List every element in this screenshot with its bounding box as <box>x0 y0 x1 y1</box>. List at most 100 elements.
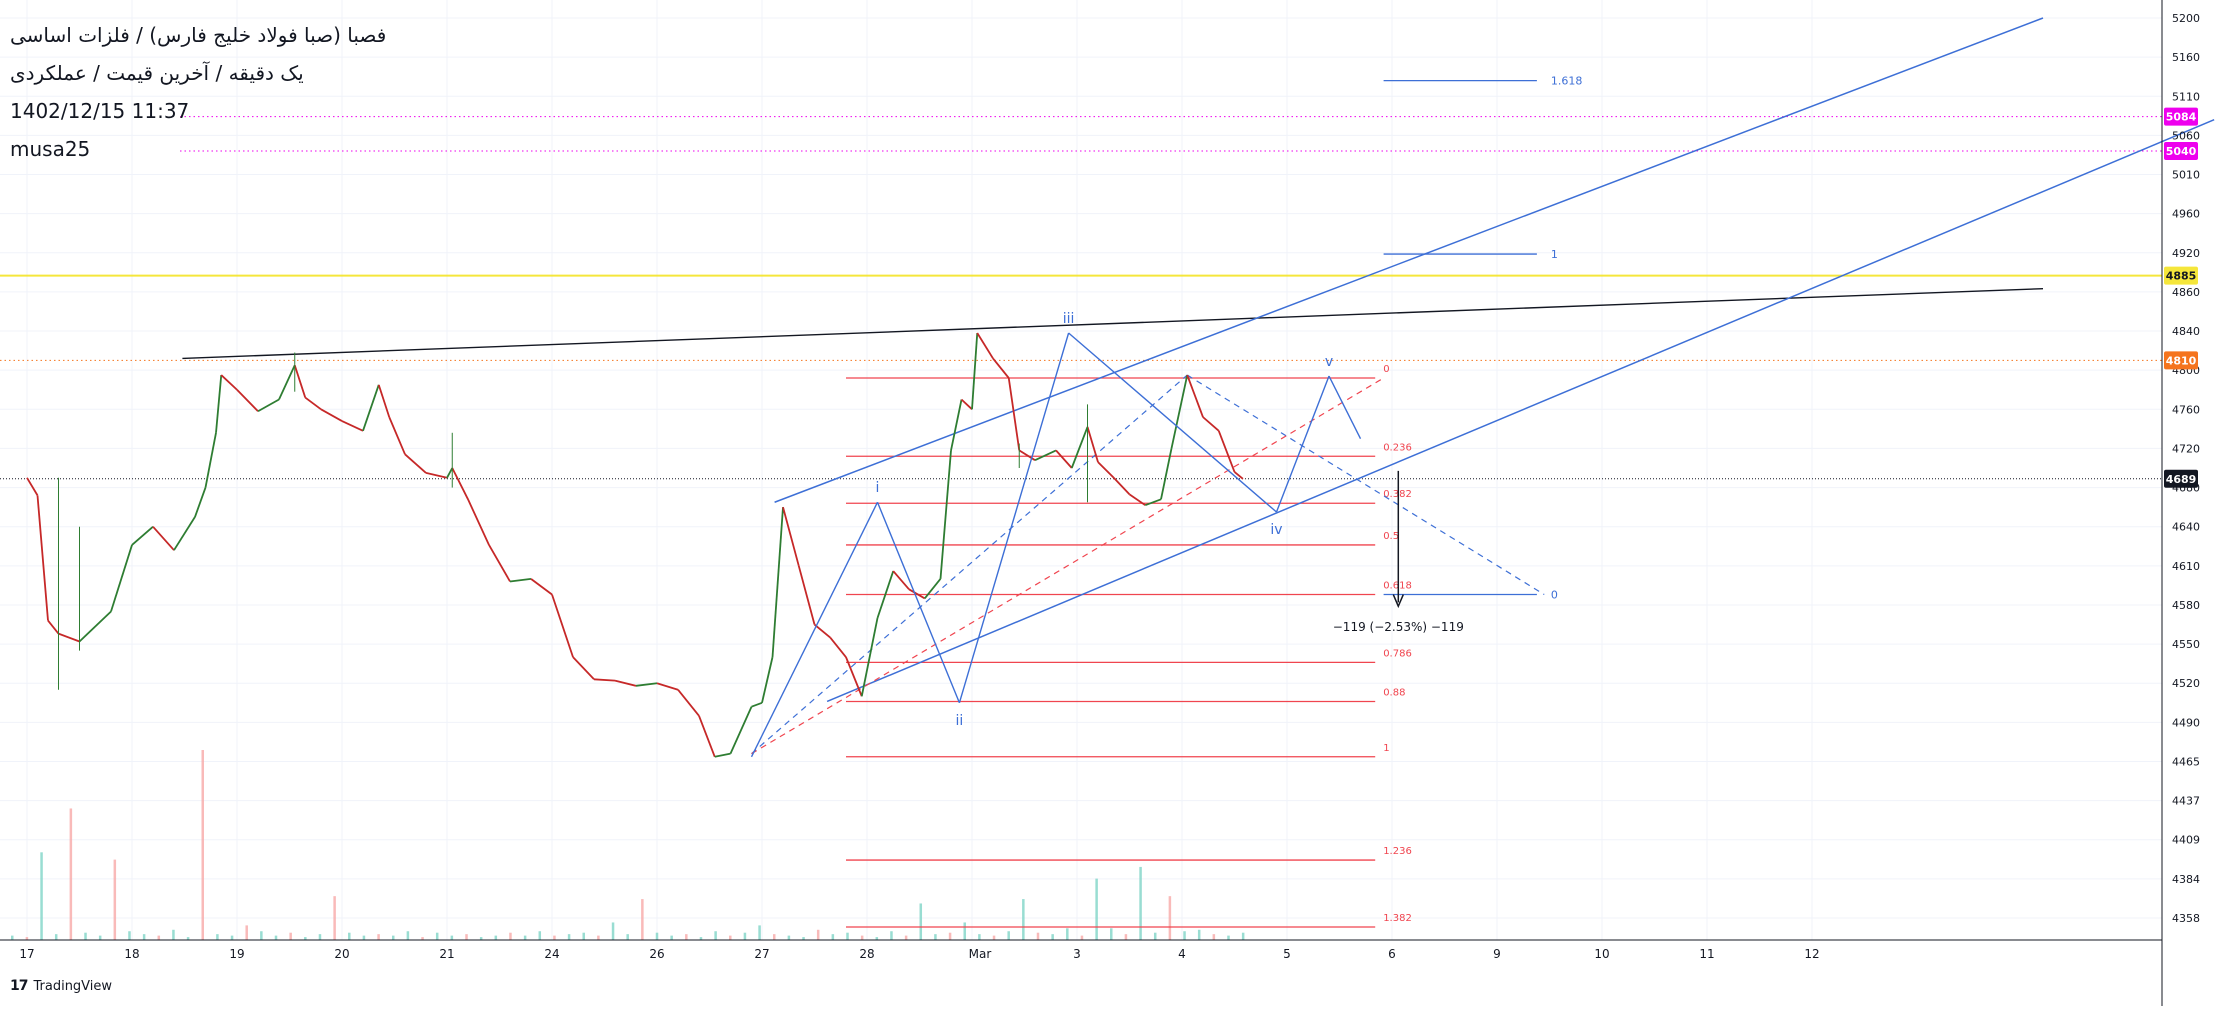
price-candle <box>656 682 679 691</box>
volume-bar <box>201 750 204 940</box>
fib-extension-label: 0 <box>1551 589 1558 602</box>
price-candle <box>797 565 816 625</box>
volume-bar <box>142 934 146 940</box>
elliott-wave-segment <box>876 501 961 704</box>
price-candle <box>257 398 280 413</box>
volume-bar <box>831 934 835 940</box>
brand-name: TradingView <box>33 978 113 994</box>
price-candle <box>388 416 406 455</box>
measure-arrowhead <box>1392 594 1404 609</box>
volume-bar <box>465 934 468 940</box>
fib-level-label: 1.382 <box>1383 913 1412 924</box>
price-tag-badge <box>2164 266 2198 285</box>
volume-bar <box>567 934 571 940</box>
volume-bar <box>1007 931 1010 940</box>
time-axis-label: 6 <box>1388 947 1396 961</box>
volume-bar <box>948 932 952 940</box>
time-axis-label: Mar <box>969 947 992 961</box>
time-axis-label: 10 <box>1594 947 1609 961</box>
volume-bar <box>479 937 483 940</box>
price-candle <box>1128 493 1146 506</box>
fib-level-label: 1 <box>1383 743 1389 754</box>
price-candle <box>204 432 217 488</box>
volume-bar <box>538 931 542 940</box>
channel-upper-line <box>774 17 2044 503</box>
volume-bar <box>802 937 805 940</box>
price-axis-label: 4580 <box>2172 599 2200 612</box>
price-candle <box>215 374 223 433</box>
price-axis-label: 5010 <box>2172 169 2200 182</box>
volume-bar <box>1183 931 1186 940</box>
time-axis-label: 11 <box>1699 947 1714 961</box>
price-candle <box>404 453 427 474</box>
volume-bar <box>435 932 439 940</box>
price-candle <box>304 396 322 411</box>
tradingview-brand[interactable]: 𝟭𝟳 TradingView <box>10 978 112 994</box>
fib-level-label: 0.382 <box>1383 489 1412 500</box>
fib-level-label: 0.88 <box>1383 687 1405 698</box>
elliott-wave-segment <box>1068 332 1277 513</box>
price-candle <box>293 365 307 398</box>
volume-bar <box>1168 896 1172 940</box>
volume-bar <box>421 937 424 940</box>
volume-bar <box>685 934 688 940</box>
price-candle <box>976 332 994 359</box>
volume-bar <box>1139 866 1142 940</box>
volume-bar <box>157 935 161 940</box>
volume-bar <box>670 935 673 940</box>
price-candle <box>950 399 963 451</box>
volume-bar <box>904 935 908 940</box>
volume-bar <box>391 935 395 940</box>
price-candle <box>829 637 847 658</box>
price-candle <box>1160 448 1173 500</box>
volume-bar <box>846 932 849 940</box>
time-axis-label: 18 <box>124 947 139 961</box>
resistance-trendline <box>182 287 2044 360</box>
price-candle <box>1055 449 1073 469</box>
volume-bar <box>54 934 58 940</box>
volume-bar <box>729 935 732 940</box>
price-axis-label: 4437 <box>2172 795 2200 808</box>
volume-bar <box>1212 934 1216 940</box>
price-candle <box>1018 449 1036 461</box>
price-axis-label: 4760 <box>2172 403 2200 416</box>
volume-bar <box>1095 878 1098 940</box>
volume-bar <box>377 934 380 940</box>
elliott-wave-label: v <box>1325 354 1333 370</box>
volume-bar <box>714 931 717 940</box>
volume-bar <box>362 935 366 940</box>
price-axis-label: 5110 <box>2172 90 2200 103</box>
price-candle <box>362 384 380 432</box>
time-axis-label: 17 <box>19 947 34 961</box>
volume-bar <box>289 932 292 940</box>
price-axis-label: 4465 <box>2172 755 2200 768</box>
volume-bar <box>450 935 454 940</box>
price-tag-label: 4689 <box>2166 473 2197 486</box>
price-candle <box>446 467 454 479</box>
price-candle <box>908 588 926 600</box>
symbol-settings: یک دقیقه / آخرین قیمت / عملکردی <box>10 61 304 85</box>
volume-bar <box>40 852 43 940</box>
time-axis-label: 4 <box>1178 947 1186 961</box>
price-candle <box>1144 498 1162 507</box>
volume-bar <box>1197 929 1201 940</box>
price-candle <box>451 467 469 500</box>
price-candle <box>551 594 574 658</box>
price-candle <box>194 487 207 518</box>
price-tag-badge <box>2164 351 2198 370</box>
volume-bar <box>611 922 615 940</box>
fib-level-label: 0.786 <box>1383 648 1412 659</box>
volume-bar <box>494 935 498 940</box>
price-tag-label: 4885 <box>2166 270 2197 283</box>
price-candle <box>1170 374 1189 449</box>
volume-bar <box>260 931 263 940</box>
price-axis-label: 4490 <box>2172 716 2200 729</box>
volume-bar <box>787 935 791 940</box>
time-axis-label: 24 <box>544 947 559 961</box>
volume-bar <box>699 937 703 940</box>
price-candle <box>1113 477 1131 496</box>
volume-bar <box>172 929 175 940</box>
price-candle <box>751 701 763 708</box>
